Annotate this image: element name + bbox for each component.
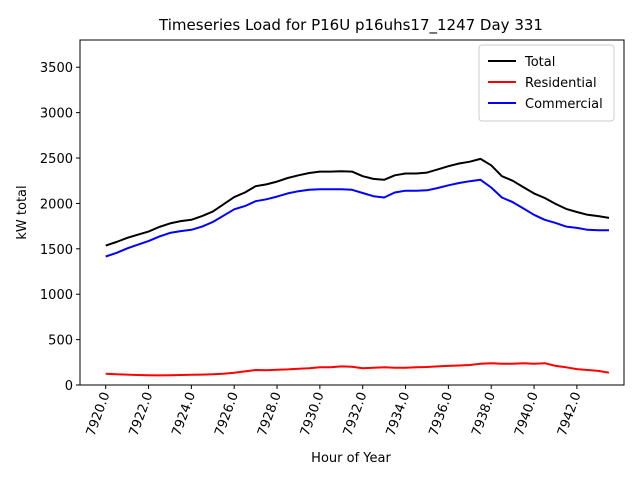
series-line-commercial: [105, 178, 609, 258]
y-tick-label: 500: [48, 334, 73, 349]
series-line-residential: [105, 362, 610, 377]
y-tick-label: 3000: [40, 107, 73, 122]
y-tick-label: 3500: [40, 61, 73, 76]
x-axis-label: Hour of Year: [311, 451, 391, 466]
series-line-total: [105, 157, 610, 247]
legend: Total Residential Commercial: [478, 44, 615, 122]
y-tick-label: 1000: [40, 288, 73, 303]
y-tick-label: 1500: [40, 243, 73, 258]
chart-title: Timeseries Load for P16U p16uhs17_1247 D…: [158, 16, 543, 35]
y-tick-label: 2500: [40, 152, 73, 167]
plot-frame: [79, 39, 625, 386]
legend-label-residential: Residential: [525, 76, 597, 91]
y-tick-label: 0: [65, 379, 73, 394]
legend-label-total: Total: [524, 55, 555, 70]
y-axis-label: kW total: [15, 185, 30, 239]
y-tick-label: 2000: [40, 197, 73, 212]
legend-label-commercial: Commercial: [525, 97, 603, 112]
